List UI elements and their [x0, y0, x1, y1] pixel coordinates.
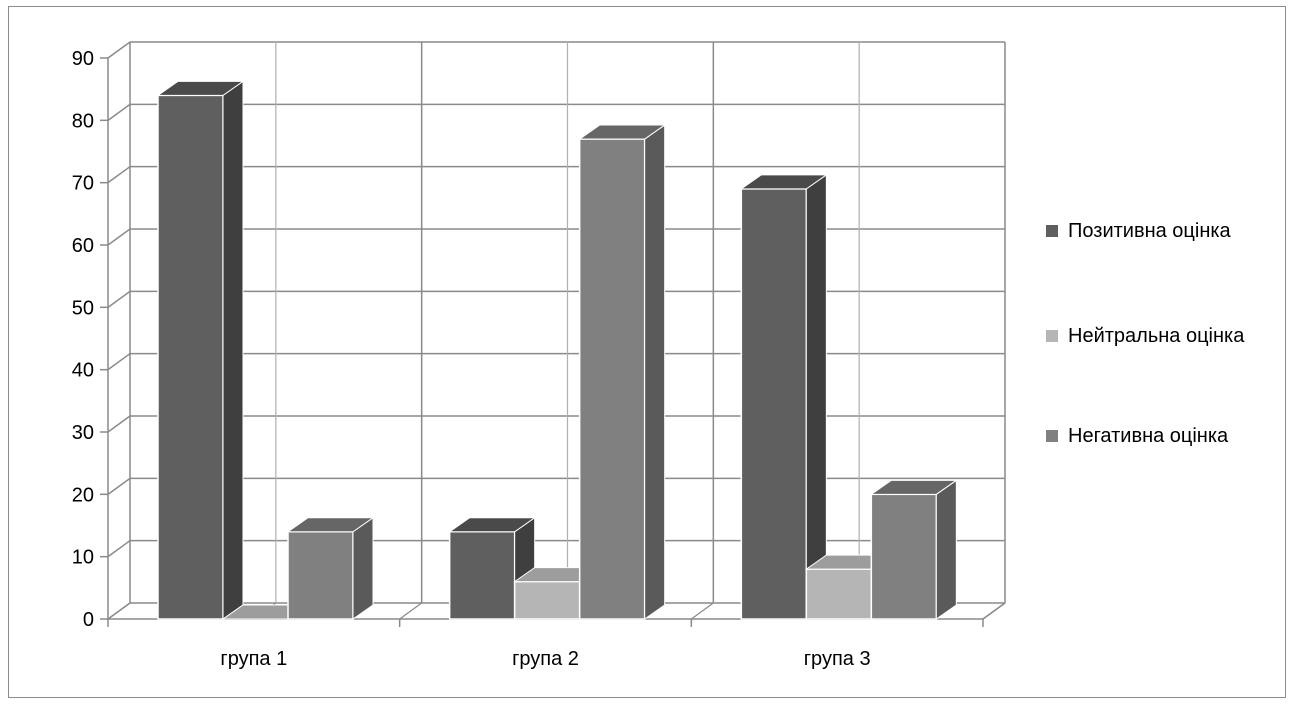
legend: Позитивна оцінка Нейтральна оцінка Негатив… — [1046, 220, 1245, 447]
bar — [286, 516, 375, 620]
side-wall-gridline — [107, 415, 131, 433]
side-wall-gridline — [107, 41, 131, 59]
side-wall-gridline — [107, 290, 131, 308]
y-tick-label: 50 — [72, 297, 94, 319]
side-wall-gridline — [107, 477, 131, 495]
y-tick-label: 60 — [72, 235, 94, 257]
legend-item: Негативна оцінка — [1046, 425, 1229, 447]
bar — [869, 479, 958, 620]
floor-gridline — [399, 602, 423, 620]
bars-layer — [156, 80, 958, 620]
legend-swatch — [1046, 430, 1058, 442]
y-axis-tick-labels: 0 10 20 30 40 50 60 70 80 90 — [72, 48, 94, 631]
bar — [156, 80, 245, 620]
legend-label: Негативна оцінка — [1068, 425, 1229, 447]
bar — [578, 124, 667, 620]
x-category-label: група 3 — [804, 648, 871, 670]
side-wall-gridline — [107, 540, 131, 558]
legend-swatch — [1046, 225, 1058, 237]
y-tick-label: 0 — [83, 609, 94, 631]
legend-label: Позитивна оцінка — [1068, 220, 1232, 242]
legend-swatch — [1046, 330, 1058, 342]
side-wall-gridline — [107, 103, 131, 121]
floor-gridline — [690, 602, 714, 620]
y-tick-label: 40 — [72, 360, 94, 382]
x-category-label: група 1 — [220, 648, 287, 670]
y-tick-label: 20 — [72, 484, 94, 506]
y-tick-label: 10 — [72, 547, 94, 569]
y-tick-label: 80 — [72, 110, 94, 132]
y-tick-label: 70 — [72, 173, 94, 195]
legend-label: Нейтральна оцінка — [1068, 325, 1245, 347]
side-wall-gridline — [107, 166, 131, 184]
floor-gridline — [107, 602, 131, 620]
bar — [739, 173, 828, 620]
legend-item: Нейтральна оцінка — [1046, 325, 1245, 347]
legend-item: Позитивна оцінка — [1046, 220, 1232, 242]
x-category-label: група 2 — [512, 648, 579, 670]
y-tick-label: 30 — [72, 422, 94, 444]
x-axis-category-labels: група 1 група 2 група 3 — [220, 648, 870, 670]
y-tick-label: 90 — [72, 48, 94, 70]
side-wall-gridline — [107, 353, 131, 371]
side-wall-gridline — [107, 228, 131, 246]
floor-edge — [982, 602, 1006, 620]
